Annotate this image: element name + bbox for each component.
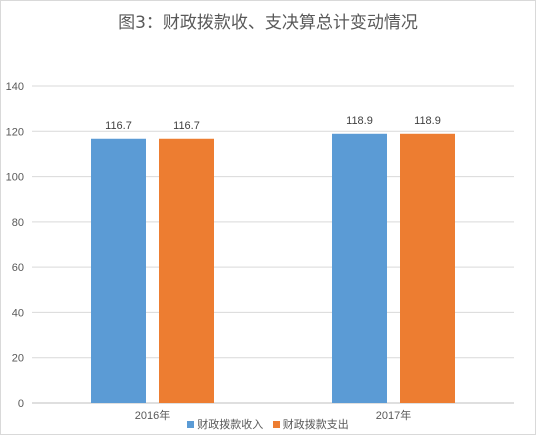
y-tick-label-0: 0 — [18, 398, 24, 410]
y-tick-label-80: 80 — [12, 217, 24, 229]
y-tick-label-120: 120 — [6, 126, 24, 138]
x-tick-label-0: 2016年 — [135, 408, 170, 422]
legend-item-income: 财政拨款收入 — [187, 416, 263, 432]
y-tick-label-20: 20 — [12, 353, 24, 365]
legend-label-income: 财政拨款收入 — [197, 418, 264, 431]
bar-expense-0 — [159, 138, 214, 403]
legend-swatch-income — [187, 421, 195, 428]
bars — [91, 133, 455, 403]
legend-swatch-expense — [272, 421, 280, 428]
data-label-expense-1: 118.9 — [414, 115, 441, 127]
y-tick-label-140: 140 — [6, 81, 24, 93]
legend-item-expense: 财政拨款支出 — [272, 416, 349, 432]
data-label-income-1: 118.9 — [346, 115, 373, 127]
y-tick-label-60: 60 — [12, 262, 24, 274]
data-labels: 116.7 116.7 118.9 118.9 — [105, 115, 441, 132]
y-tick-label-100: 100 — [6, 172, 24, 184]
legend: 财政拨款收入 财政拨款支出 — [0, 416, 536, 432]
bar-expense-1 — [400, 133, 455, 403]
data-label-income-0: 116.7 — [105, 120, 132, 132]
x-axis: 2016年 2017年 — [135, 408, 411, 422]
y-axis: 0 20 40 60 80 100 120 140 — [6, 81, 24, 410]
x-tick-label-1: 2017年 — [376, 408, 411, 422]
y-tick-label-40: 40 — [12, 307, 24, 319]
bar-income-0 — [91, 138, 146, 403]
chart-title: 图3：财政拨款收、支决算总计变动情况 — [118, 13, 418, 33]
legend-label-expense: 财政拨款支出 — [282, 418, 349, 431]
bar-income-1 — [332, 133, 387, 403]
data-label-expense-0: 116.7 — [173, 120, 200, 132]
